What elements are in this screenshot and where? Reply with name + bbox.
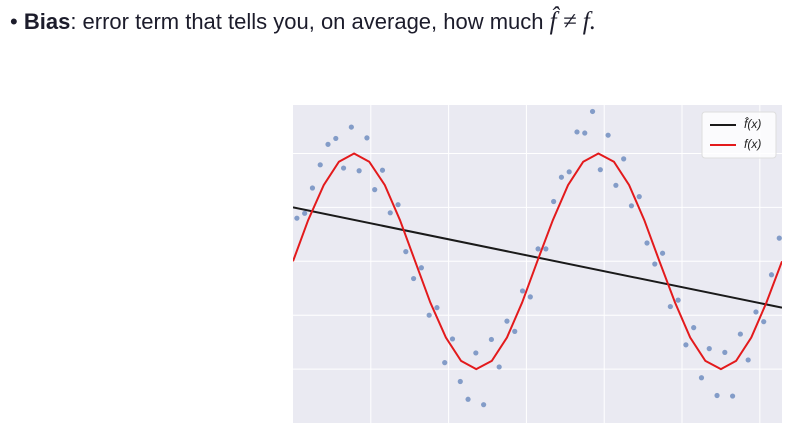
scatter-point [294, 215, 300, 221]
scatter-point [714, 392, 720, 399]
scatter-point [628, 203, 635, 209]
scatter-point [356, 168, 362, 174]
scatter-point [644, 240, 650, 246]
scatter-point [667, 303, 673, 310]
scatter-point [434, 305, 440, 311]
line [293, 152, 782, 371]
scatter-point [566, 169, 572, 175]
scatter-point [317, 162, 323, 168]
scatter-point [582, 130, 588, 136]
scatter-point [776, 235, 782, 241]
scatter-point [457, 378, 463, 385]
scatter-point [372, 187, 378, 193]
legend-box [701, 111, 777, 159]
scatter-point [745, 357, 751, 363]
scatter-point [340, 165, 347, 171]
scatter-point [652, 261, 658, 267]
line [293, 206, 782, 309]
scatter-point [379, 167, 386, 173]
bullet-term: Bias [23, 9, 71, 34]
scatter-point [691, 325, 697, 331]
scatter-point [558, 174, 565, 180]
scatter-point [325, 141, 331, 147]
scatter-point [753, 309, 759, 315]
scatter-point [574, 129, 580, 135]
scatter-point [519, 288, 526, 294]
bullet-text: : error term that tells you, on average,… [70, 9, 550, 34]
scatter-point [473, 350, 479, 356]
scatter-point [621, 156, 627, 162]
scatter-point [597, 167, 603, 173]
scatter-point [333, 135, 339, 142]
scatter-point [551, 198, 557, 205]
scatter-point [488, 336, 495, 343]
scatter-point [761, 319, 767, 325]
scatter-point [364, 135, 370, 141]
scatter-point [675, 297, 681, 303]
scatter-point [737, 331, 743, 337]
scatter-point [683, 342, 689, 348]
scatter-point [309, 185, 316, 191]
scatter-point [659, 250, 666, 256]
legend-label: f(x) [744, 137, 761, 151]
scatter-point [418, 265, 424, 271]
scatter-point [442, 360, 448, 366]
scatter-point [543, 246, 549, 252]
scatter-point [535, 246, 541, 252]
scatter-point [410, 275, 417, 282]
scatter-point [698, 375, 705, 381]
scatter-point [527, 294, 533, 300]
scatter-point [605, 132, 611, 138]
scatter-point [426, 312, 432, 318]
scatter-point [302, 210, 308, 216]
scatter-point [768, 272, 775, 278]
scatter-point [395, 202, 401, 208]
scatter-point [449, 336, 456, 342]
scatter-point [636, 194, 642, 200]
bullet-math: f̂ ≠ f. [549, 8, 597, 35]
scatter-point [348, 124, 354, 130]
bullet: • Bias: error term that tells you, on av… [10, 8, 597, 35]
scatter-point [512, 328, 518, 334]
scatter-point [387, 210, 393, 216]
scatter-point [729, 393, 736, 399]
legend-label: f̂(x) [744, 116, 761, 131]
scatter-point [496, 364, 502, 370]
scatter-point [613, 182, 619, 188]
scatter-point [504, 318, 510, 324]
scatter-point [465, 396, 471, 402]
scatter-point [722, 349, 728, 355]
scatter-point [481, 402, 487, 408]
scatter-point [589, 108, 596, 115]
scatter-point [706, 346, 712, 352]
plot-area [293, 105, 782, 423]
scatter-point [403, 249, 409, 255]
